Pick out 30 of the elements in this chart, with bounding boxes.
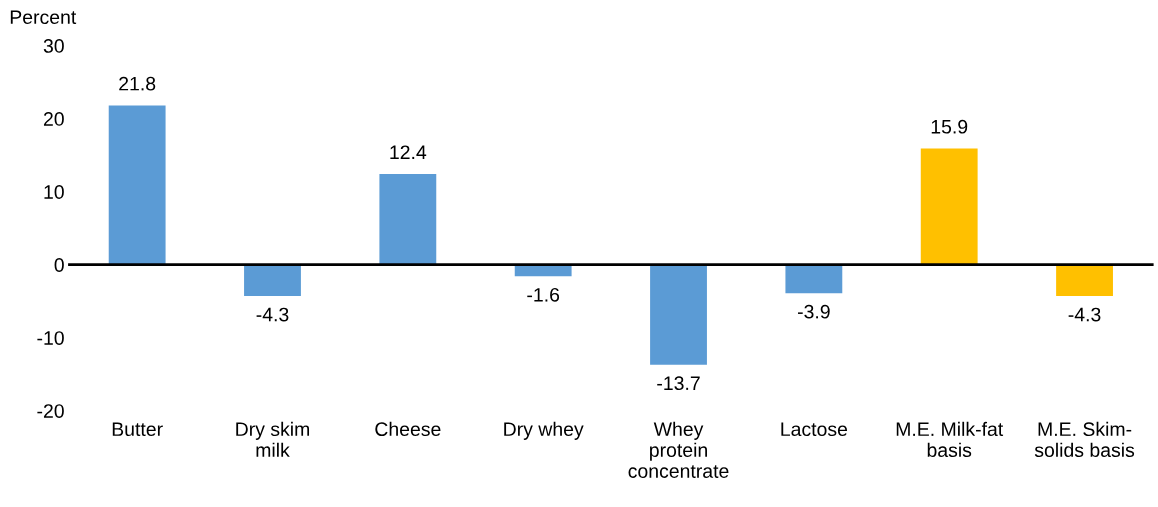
x-tick-label: M.E. Skim- solids basis xyxy=(1034,421,1135,458)
data-label: -13.7 xyxy=(657,376,700,391)
bar xyxy=(379,174,437,265)
data-label: 12.4 xyxy=(390,145,427,159)
bar xyxy=(920,148,978,265)
bar xyxy=(244,264,301,297)
data-label: -4.3 xyxy=(256,307,289,322)
y-tick-label: 0 xyxy=(54,258,64,272)
bar xyxy=(108,105,166,265)
x-tick-label: M.E. Milk-fat basis xyxy=(896,421,1004,458)
y-tick-label: -20 xyxy=(37,404,64,418)
y-tick-label: -10 xyxy=(37,331,64,345)
x-tick-label: Butter xyxy=(112,422,163,437)
x-tick-label: Cheese xyxy=(375,421,441,437)
data-label: 15.9 xyxy=(931,119,968,134)
y-tick-label: 20 xyxy=(43,112,64,126)
bar xyxy=(785,264,843,294)
data-label: -4.3 xyxy=(1068,307,1101,322)
x-tick-label: Dry whey xyxy=(504,421,584,440)
x-tick-label: Lactose xyxy=(781,422,848,437)
data-label: -1.6 xyxy=(527,287,560,302)
y-tick-label: 10 xyxy=(44,185,64,199)
data-label: -3.9 xyxy=(797,304,830,319)
y-axis-title: Percent xyxy=(10,10,77,25)
x-tick-label: Whey protein concentrate xyxy=(628,421,729,478)
bar xyxy=(650,264,707,365)
bar xyxy=(1056,264,1113,297)
x-tick-label: Dry skim milk xyxy=(236,421,310,457)
y-tick-label: 30 xyxy=(43,39,64,53)
data-label: 21.8 xyxy=(119,76,156,91)
